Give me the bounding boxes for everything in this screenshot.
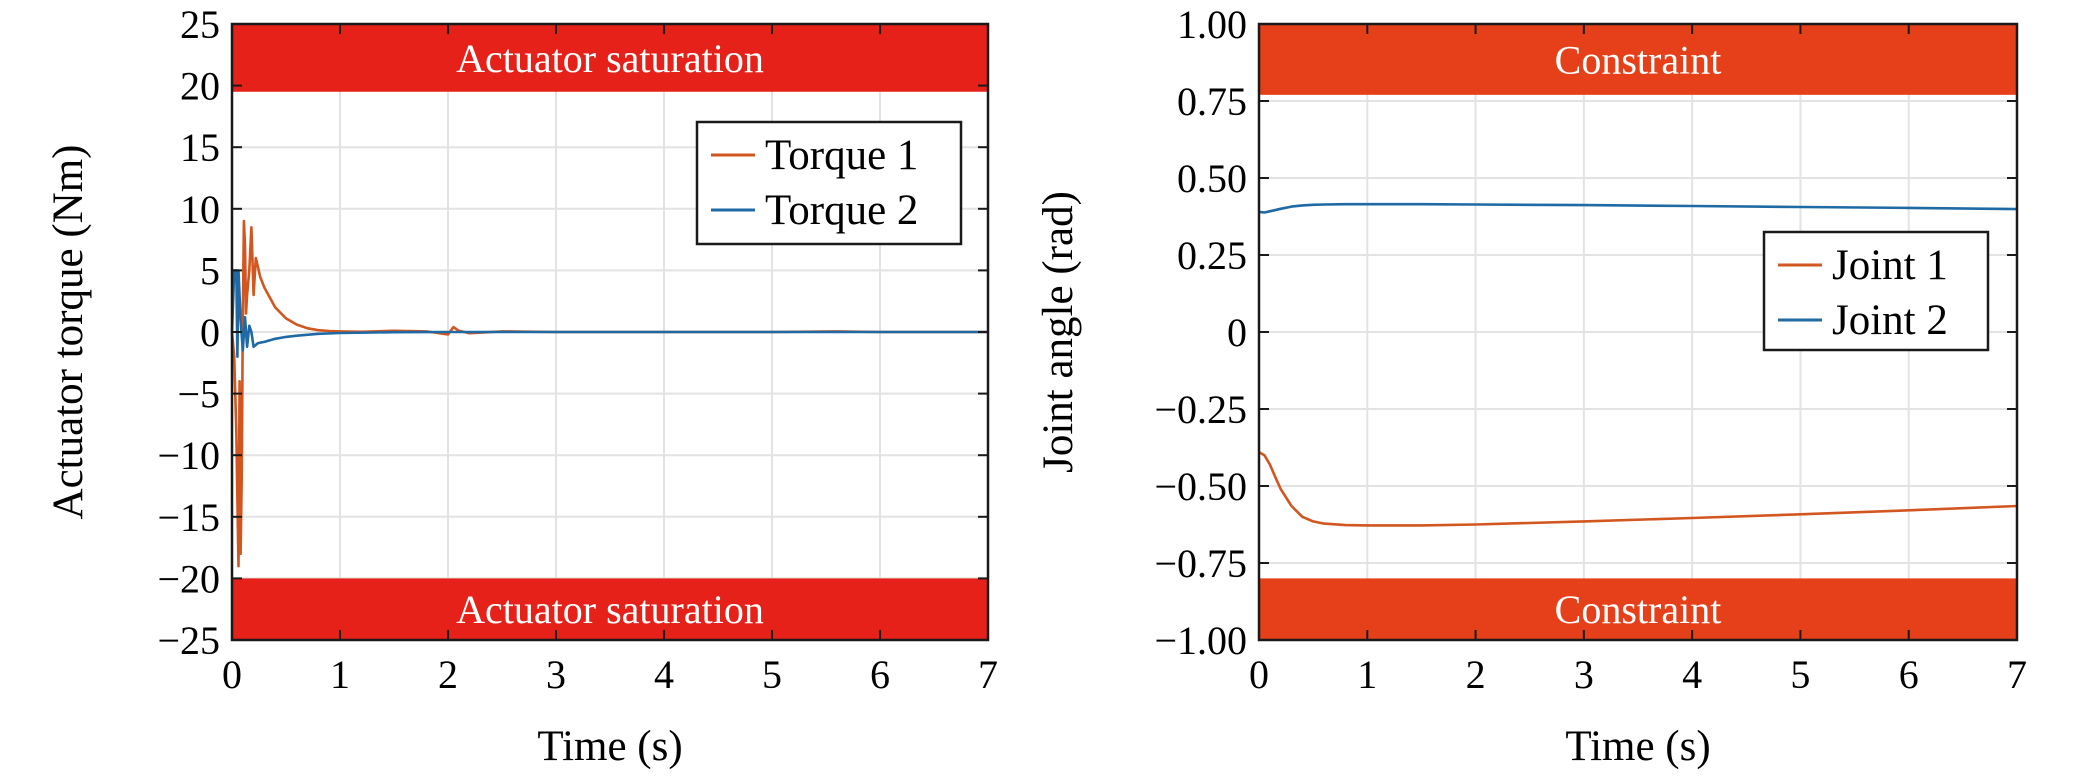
x-tick-label: 7: [978, 652, 998, 697]
y-tick-label: 5: [200, 248, 220, 293]
x-tick-label: 3: [546, 652, 566, 697]
y-tick-label: 25: [180, 2, 220, 47]
x-tick-label: 4: [654, 652, 674, 697]
y-tick-label: 0.50: [1177, 156, 1247, 201]
band-label: Constraint: [1555, 587, 1722, 632]
x-tick-label: 6: [870, 652, 890, 697]
joint-angle-chart: Constraint Constraint 0 1 2 3 4 5 6 7 1.00 0.75 0.50…: [1035, 2, 2027, 770]
legend-entry: Torque 1: [765, 132, 918, 179]
y-tick-label: 0: [1227, 310, 1247, 355]
x-tick-label: 3: [1574, 652, 1594, 697]
x-tick-label: 4: [1682, 652, 1702, 697]
y-tick-label: −0.50: [1154, 464, 1247, 509]
x-tick-label: 1: [1357, 652, 1377, 697]
x-tick-label: 1: [330, 652, 350, 697]
x-tick-label: 0: [1249, 652, 1269, 697]
constraint-band: [1259, 24, 2017, 95]
constraint-band: [1259, 578, 2017, 640]
constraint-band: [232, 24, 988, 92]
y-tick-label: −5: [177, 372, 220, 417]
y-axis-label: Actuator torque (Nm): [45, 145, 92, 520]
y-tick-label: −15: [157, 495, 220, 540]
y-tick-label: 10: [180, 187, 220, 232]
x-tick-label: 7: [2007, 652, 2027, 697]
legend-entry: Torque 2: [765, 187, 918, 234]
y-tick-label: −25: [157, 618, 220, 663]
legend-entry: Joint 2: [1832, 297, 1948, 344]
torque-chart: Actuator saturation Actuator saturation 0 1…: [45, 2, 998, 770]
x-axis-label: Time (s): [537, 723, 682, 770]
x-tick-label: 2: [1466, 652, 1486, 697]
y-tick-label: −20: [157, 556, 220, 601]
series-line-1: [1258, 450, 2018, 527]
y-tick-label: 0: [200, 310, 220, 355]
legend: Joint 1 Joint 2: [1762, 230, 1990, 352]
legend: Torque 1 Torque 2: [695, 120, 963, 246]
x-tick-label: 0: [222, 652, 242, 697]
y-axis-label: Joint angle (rad): [1035, 191, 1082, 473]
constraint-band: [232, 578, 988, 640]
y-tick-label: −10: [157, 433, 220, 478]
x-tick-label: 5: [1790, 652, 1810, 697]
y-tick-label: −1.00: [1154, 618, 1247, 663]
y-tick-label: −0.25: [1154, 387, 1247, 432]
y-tick-label: 0.25: [1177, 233, 1247, 278]
x-tick-label: 6: [1899, 652, 1919, 697]
y-tick-label: 1.00: [1177, 2, 1247, 47]
x-tick-label: 5: [762, 652, 782, 697]
y-tick-label: 15: [180, 125, 220, 170]
band-label: Constraint: [1555, 37, 1722, 82]
series-line-2: [1258, 202, 2018, 214]
band-label: Actuator saturation: [456, 587, 764, 632]
legend-box: [1762, 230, 1990, 352]
y-tick-label: −0.75: [1154, 541, 1247, 586]
x-tick-label: 2: [438, 652, 458, 697]
y-tick-label: 0.75: [1177, 79, 1247, 124]
legend-entry: Joint 1: [1832, 242, 1948, 289]
x-axis-label: Time (s): [1565, 723, 1710, 770]
band-label: Actuator saturation: [456, 36, 764, 81]
y-tick-label: 20: [180, 64, 220, 109]
series-line-2: [230, 269, 988, 358]
legend-box: [695, 120, 963, 246]
